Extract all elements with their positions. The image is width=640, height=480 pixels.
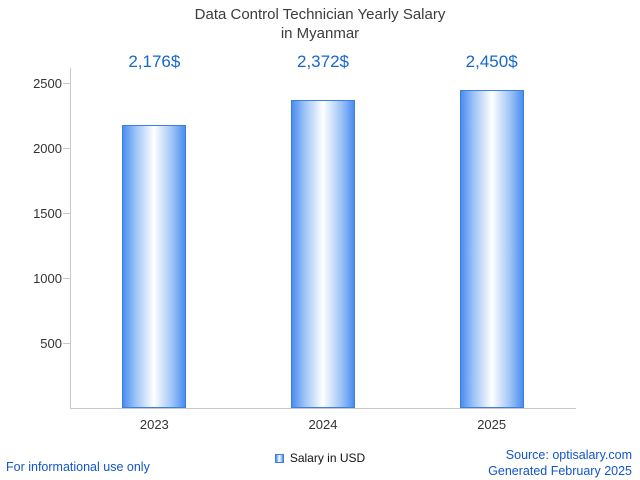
legend-label: Salary in USD [289,451,366,465]
y-tick-mark [63,278,70,279]
x-tick-label-2024: 2024 [308,417,338,432]
x-axis-line [70,408,576,409]
legend-swatch-icon [274,453,284,463]
value-label-2025: 2,450$ [465,52,518,71]
x-tick-label-2023: 2023 [139,417,169,432]
bar-2023 [122,125,187,408]
y-tick-label: 500 [40,336,62,351]
y-tick-label: 1000 [33,271,62,286]
source-link[interactable]: Source: optisalary.com [505,448,632,462]
y-tick-label: 2000 [33,141,62,156]
generated-date: Generated February 2025 [488,464,632,478]
legend: Salary in USD [0,451,640,465]
chart-title-line2: in Myanmar [280,25,360,42]
x-tick-label-2025: 2025 [477,417,507,432]
y-tick-mark [63,83,70,84]
bar-2024 [291,99,355,408]
chart-title: Data Control Technician Yearly Salary in… [0,5,640,43]
chart-title-line1: Data Control Technician Yearly Salary [194,6,446,23]
y-tick-mark [63,213,70,214]
y-tick-label: 2500 [33,76,62,91]
disclaimer-text: For informational use only [6,460,150,474]
bar-2025 [459,89,524,408]
y-axis-line [70,68,71,409]
y-tick-mark [63,343,70,344]
source-block: Source: optisalary.com Generated Februar… [488,447,632,479]
y-tick-label: 1500 [33,206,62,221]
y-tick-mark [63,148,70,149]
value-label-2023: 2,176$ [128,52,181,71]
value-label-2024: 2,372$ [297,52,349,71]
